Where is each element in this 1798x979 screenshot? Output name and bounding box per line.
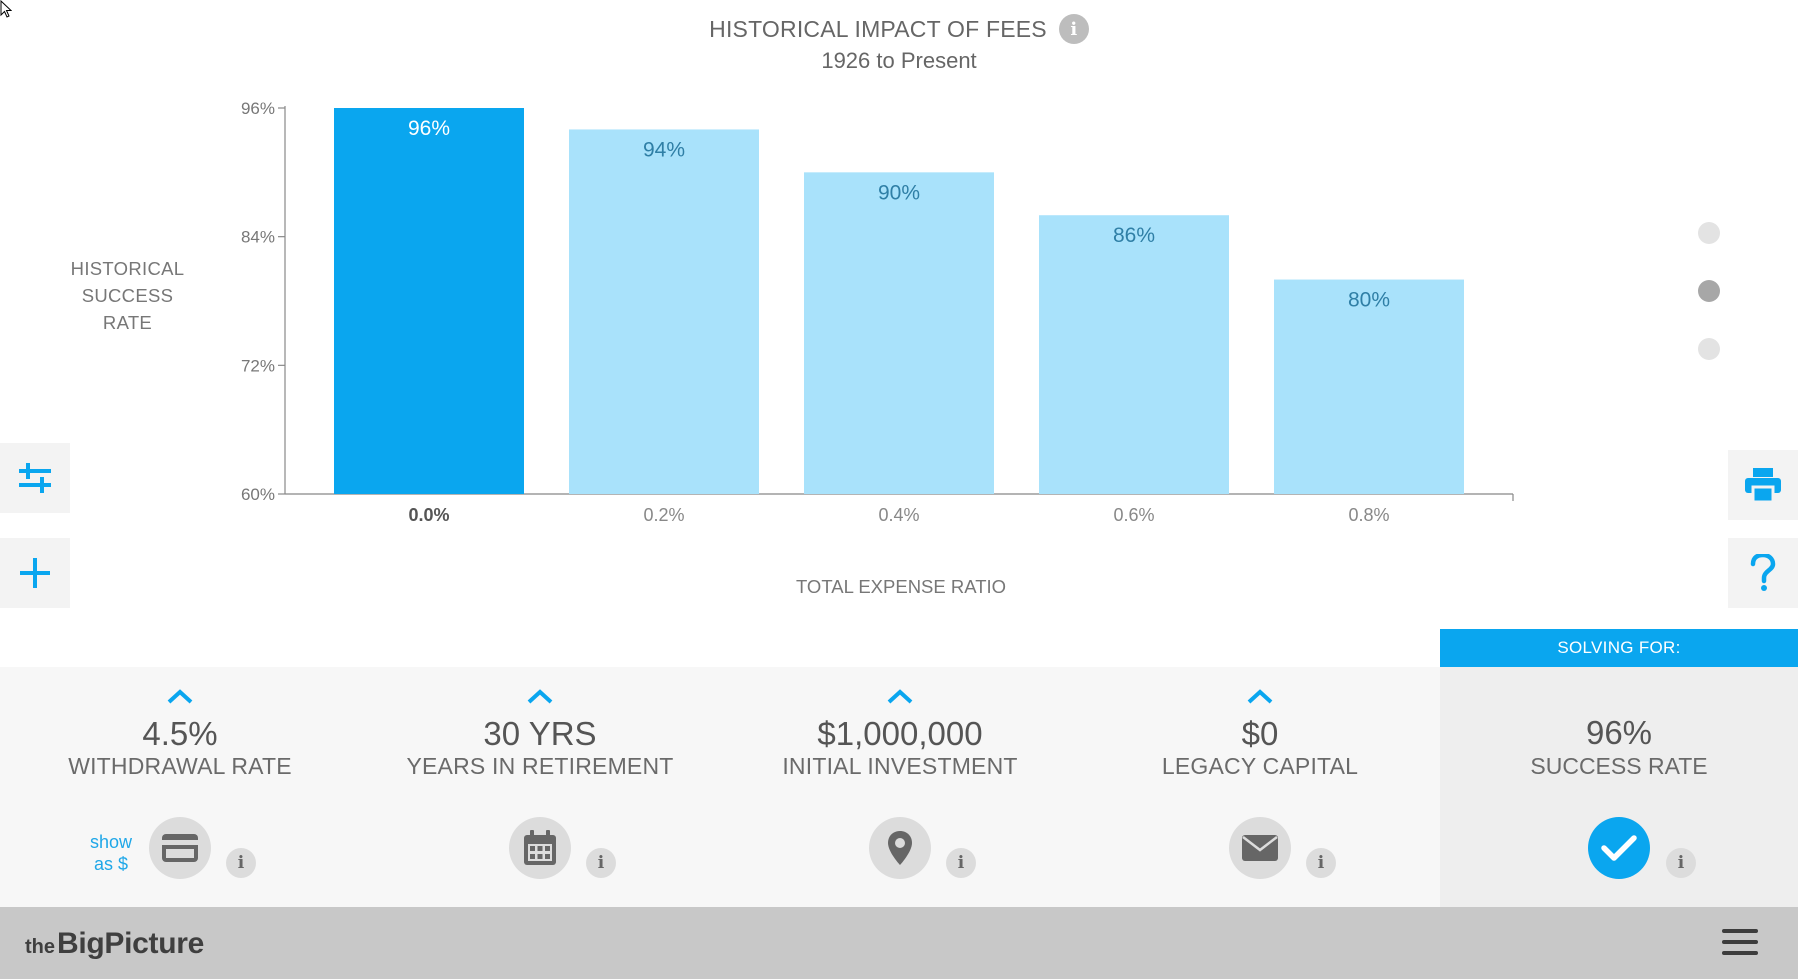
initial-investment-info-icon[interactable]: i xyxy=(946,848,976,878)
y-tick-label: 96% xyxy=(241,99,275,118)
plus-icon xyxy=(20,558,50,588)
envelope-icon xyxy=(1242,835,1278,861)
logo-prefix: the xyxy=(25,936,55,958)
question-icon xyxy=(1750,554,1776,591)
bar-value-label: 86% xyxy=(1113,224,1155,247)
y-axis-label-line: RATE xyxy=(102,312,153,333)
y-tick-label: 84% xyxy=(241,228,275,247)
pager-dot-2[interactable] xyxy=(1698,280,1720,302)
chart-title: HISTORICAL IMPACT OF FEES xyxy=(709,15,1047,42)
years-in-retirement-info-icon[interactable]: i xyxy=(586,848,616,878)
withdrawal-rate-info-icon[interactable]: i xyxy=(226,848,256,878)
legacy-capital-button[interactable] xyxy=(1229,817,1291,879)
chevron-up-icon[interactable] xyxy=(886,687,914,705)
y-tick-label: 72% xyxy=(241,356,275,375)
bar xyxy=(569,129,759,494)
show-as-dollars-link[interactable]: show as $ xyxy=(78,831,144,875)
withdrawal-rate-control: 4.5% WITHDRAWAL RATE show as $ i xyxy=(0,667,360,907)
chart-subtitle: 1926 to Present xyxy=(821,48,977,73)
map-pin-icon xyxy=(888,831,912,865)
legacy-capital-label: LEGACY CAPITAL xyxy=(1161,753,1359,779)
x-tick-label: 0.2% xyxy=(643,505,684,525)
bar xyxy=(1274,279,1464,494)
x-axis-label: TOTAL EXPENSE RATIO xyxy=(796,576,1006,597)
years-in-retirement-control: 30 YRS YEARS IN RETIREMENT i xyxy=(360,667,720,907)
withdrawal-rate-label: WITHDRAWAL RATE xyxy=(68,753,292,779)
bar-value-label: 96% xyxy=(408,117,450,140)
legacy-capital-info-icon[interactable]: i xyxy=(1306,848,1336,878)
bar xyxy=(1039,215,1229,494)
years-in-retirement-label: YEARS IN RETIREMENT xyxy=(406,753,674,779)
help-button[interactable] xyxy=(1728,538,1798,608)
y-axis-label-line: SUCCESS xyxy=(81,285,174,306)
bar-value-label: 94% xyxy=(643,138,685,161)
x-tick-label: 0.6% xyxy=(1113,505,1154,525)
chevron-up-icon[interactable] xyxy=(166,687,194,705)
printer-icon xyxy=(1745,468,1781,503)
success-rate-info-icon[interactable]: i xyxy=(1666,848,1696,878)
logo-name: BigPicture xyxy=(57,927,205,960)
bar xyxy=(804,172,994,495)
y-axis-label: HISTORICAL SUCCESS RATE xyxy=(60,255,195,336)
x-tick-label: 0.8% xyxy=(1348,505,1389,525)
bar-chart: 60% 72% 84% 96% 96% 0.0% 94% 0.2% 90% 0.4% 86% 0.6%… xyxy=(241,99,1514,597)
solving-for-panel: SOLVING FOR: 96% SUCCESS RATE i xyxy=(1440,629,1798,907)
app-logo[interactable]: the BigPicture xyxy=(25,927,204,961)
initial-investment-control: $1,000,000 INITIAL INVESTMENT i xyxy=(720,667,1080,907)
show-as-line: as $ xyxy=(93,854,129,874)
legacy-capital-value[interactable]: $0 xyxy=(1241,715,1279,752)
years-in-retirement-value[interactable]: 30 YRS xyxy=(483,715,597,752)
initial-investment-value[interactable]: $1,000,000 xyxy=(817,715,983,752)
chevron-up-icon[interactable] xyxy=(1246,687,1274,705)
bar xyxy=(334,108,524,494)
bar-value-label: 90% xyxy=(878,181,920,204)
bar-value-label: 80% xyxy=(1348,289,1390,312)
x-tick-label: 0.4% xyxy=(878,505,919,525)
print-button[interactable] xyxy=(1728,450,1798,520)
pager-dot-3[interactable] xyxy=(1698,338,1720,360)
add-button[interactable] xyxy=(0,538,70,608)
credit-card-icon xyxy=(162,834,198,862)
pager-dot-1[interactable] xyxy=(1698,222,1720,244)
y-axis-label-line: HISTORICAL xyxy=(70,258,185,279)
success-rate-label: SUCCESS RATE xyxy=(1530,753,1708,779)
solving-for-header: SOLVING FOR: xyxy=(1440,629,1798,667)
initial-investment-label: INITIAL INVESTMENT xyxy=(782,753,1018,779)
adjust-settings-button[interactable] xyxy=(0,443,70,513)
chart-info-icon[interactable]: i xyxy=(1058,14,1089,44)
checkmark-icon xyxy=(1601,835,1637,861)
footer-bar: the BigPicture xyxy=(0,907,1798,979)
withdrawal-rate-value[interactable]: 4.5% xyxy=(142,715,218,752)
calendar-icon xyxy=(524,830,556,865)
withdrawal-rate-button[interactable] xyxy=(149,817,211,879)
initial-investment-button[interactable] xyxy=(869,817,931,879)
show-as-line: show xyxy=(89,832,133,852)
x-tick-label: 0.0% xyxy=(408,505,449,525)
success-rate-value: 96% xyxy=(1585,714,1653,751)
years-in-retirement-button[interactable] xyxy=(509,817,571,879)
chart-header: HISTORICAL IMPACT OF FEES i 1926 to Pres… xyxy=(0,14,1798,74)
legacy-capital-control: $0 LEGACY CAPITAL i xyxy=(1080,667,1440,907)
hamburger-menu-icon[interactable] xyxy=(1722,929,1758,959)
success-rate-solve-button[interactable] xyxy=(1588,817,1650,879)
sliders-icon xyxy=(19,463,51,493)
y-tick-label: 60% xyxy=(241,485,275,504)
mouse-cursor-icon xyxy=(0,0,12,18)
chevron-up-icon[interactable] xyxy=(526,687,554,705)
